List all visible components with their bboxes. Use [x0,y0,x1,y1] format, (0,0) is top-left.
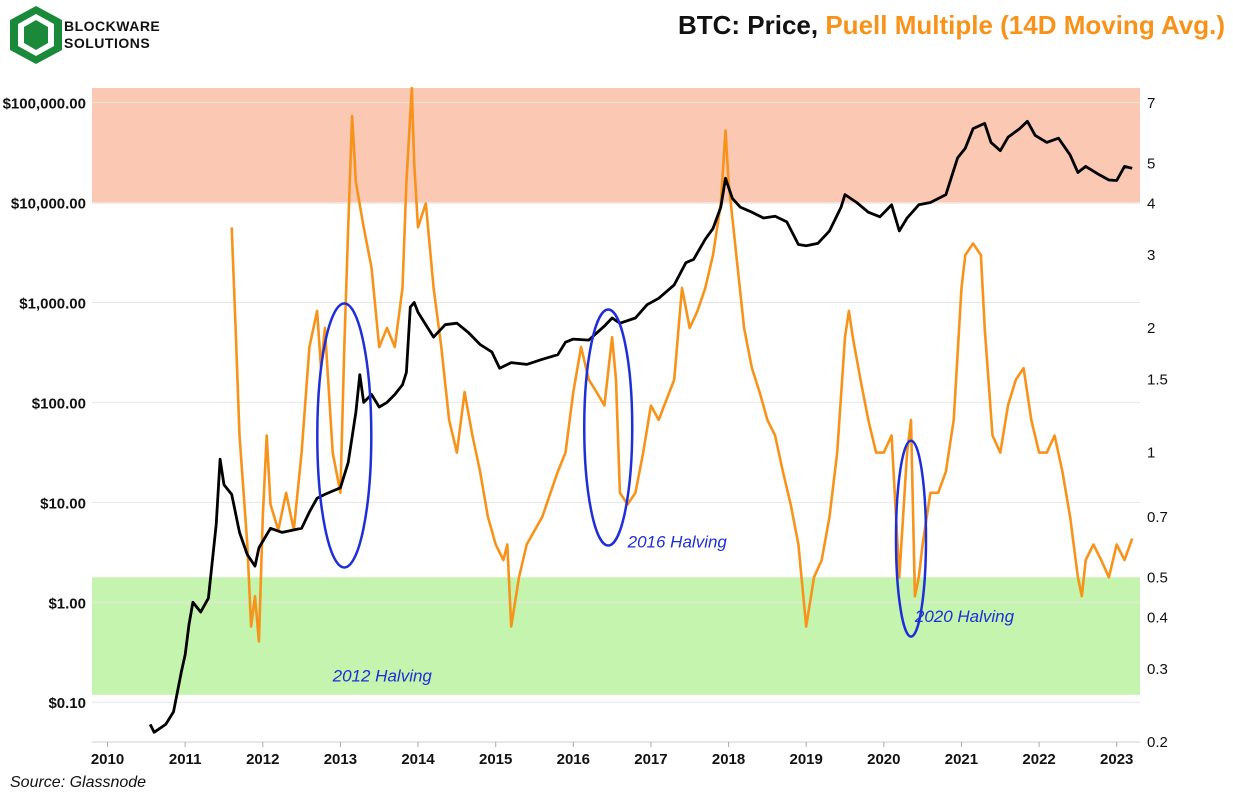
x-tick-label: 2022 [1022,751,1055,768]
x-tick-label: 2011 [169,751,202,768]
right-tick-label: 4 [1147,195,1155,212]
halving-label: 2016 Halving [627,533,728,552]
chart-title-puell: Puell Multiple (14D Moving Avg.) [825,10,1225,40]
right-tick-label: 0.5 [1147,569,1168,586]
x-tick-label: 2010 [91,751,124,768]
halving-ellipse [582,308,634,547]
x-tick-label: 2023 [1100,751,1133,768]
x-tick-label: 2021 [945,751,978,768]
x-tick-label: 2017 [634,751,667,768]
right-tick-label: 3 [1147,247,1155,264]
x-tick-label: 2018 [712,751,745,768]
chart-title-price: BTC: Price, [677,10,819,40]
right-tick-label: 2 [1147,320,1155,337]
brand-line-1: BLOCKWARE [64,18,161,34]
btc-price-line [148,119,1133,734]
halving-ellipse [894,439,928,638]
blockware-logo [10,6,62,64]
zone-undervalued [92,577,1140,695]
halving-label: 2012 Halving [332,667,433,686]
left-tick-label: $100,000.00 [3,96,86,113]
x-tick-label: 2016 [557,751,590,768]
left-tick-label: $0.10 [48,695,86,712]
right-tick-label: 7 [1147,95,1155,112]
x-tick-label: 2015 [479,751,512,768]
x-tick-label: 2013 [324,751,357,768]
left-tick-label: $10,000.00 [11,196,86,213]
halving-ellipse [316,302,373,569]
logo-mark-icon [10,6,62,64]
right-tick-label: 0.4 [1147,609,1168,626]
left-tick-label: $1,000.00 [19,295,86,312]
right-tick-label: 1 [1147,445,1155,462]
x-tick-label: 2012 [246,751,279,768]
x-tick-label: 2020 [867,751,900,768]
source-note: Source: Glassnode [10,774,147,791]
right-tick-label: 1.5 [1147,372,1168,389]
left-tick-label: $10.00 [40,495,86,512]
right-tick-label: 5 [1147,155,1155,172]
halving-label: 2020 Halving [914,607,1015,626]
puell-multiple-line [230,86,1134,643]
chart-title: BTC: Price, Puell Multiple (14D Moving A… [678,10,1225,41]
x-tick-label: 2014 [401,751,435,768]
brand-line-2: SOLUTIONS [64,35,151,51]
right-tick-label: 0.7 [1147,509,1168,526]
left-tick-label: $100.00 [32,395,86,412]
right-tick-label: 0.2 [1147,734,1168,751]
zone-overheated [92,88,1140,204]
x-tick-label: 2019 [790,751,823,768]
left-tick-label: $1.00 [48,595,86,612]
right-tick-label: 0.3 [1147,661,1168,678]
